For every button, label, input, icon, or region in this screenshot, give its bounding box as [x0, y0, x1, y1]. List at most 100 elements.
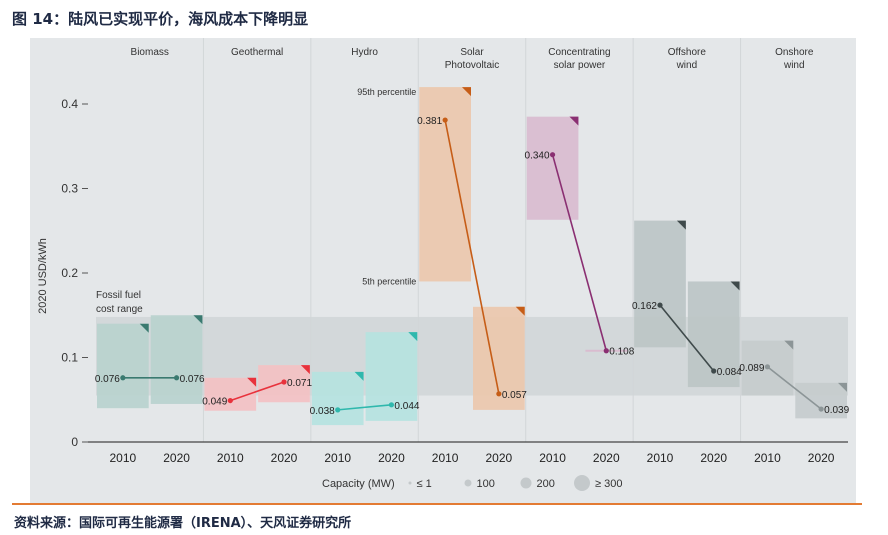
point-2020: [281, 379, 287, 385]
range-box-2020: [150, 315, 203, 404]
point-2020: [388, 402, 395, 408]
x-year-label: 2010: [647, 451, 674, 465]
x-year-label: 2020: [271, 451, 298, 465]
capacity-marker: [354, 371, 364, 381]
y-axis-label: 2020 USD/kWh: [37, 238, 49, 314]
value-label-2020: 0.071: [287, 378, 312, 389]
legend-marker: [574, 475, 590, 491]
capacity-marker: [515, 306, 525, 316]
fossil-label-line2: cost range: [96, 304, 143, 315]
p5-label: 5th percentile: [362, 276, 416, 286]
category-title-line2: wind: [676, 60, 698, 71]
category-title: Hydro: [351, 47, 378, 58]
trend-line: [337, 404, 392, 411]
figure-title: 图 14：陆风已实现平价，海风成本下降明显: [12, 10, 309, 28]
range-box-2010: [311, 371, 364, 426]
value-label-2020: 0.044: [394, 401, 419, 412]
y-tick-label: 0.1: [61, 351, 78, 365]
value-label-2010: 0.049: [202, 397, 227, 408]
trend-line: [230, 381, 285, 402]
x-year-label: 2020: [163, 451, 190, 465]
category-title: Geothermal: [231, 47, 283, 58]
capacity-marker: [676, 220, 686, 230]
value-label-2010: 0.089: [739, 363, 764, 374]
x-year-label: 2020: [700, 451, 727, 465]
point-2020: [818, 406, 824, 412]
range-box-2020: [795, 382, 847, 419]
x-year-label: 2010: [754, 451, 781, 465]
legend-marker: [408, 481, 412, 485]
category-title-line2: wind: [783, 60, 805, 71]
capacity-marker: [838, 382, 847, 392]
range-box-2010: [526, 116, 579, 220]
category-title: Solar: [460, 47, 484, 58]
capacity-marker: [247, 377, 257, 387]
trend-line: [659, 304, 715, 372]
point-2020: [603, 348, 609, 354]
y-tick-label: 0.2: [61, 266, 78, 280]
legend-item-label: 200: [537, 478, 555, 490]
point-2010: [549, 152, 556, 158]
capacity-marker: [784, 340, 794, 350]
capacity-marker: [569, 116, 579, 126]
point-2020: [173, 375, 180, 381]
x-year-label: 2010: [539, 451, 566, 465]
trend-line: [766, 366, 822, 410]
value-label-2020: 0.057: [502, 390, 527, 401]
category-title: Onshore: [775, 47, 814, 58]
x-year-label: 2010: [217, 451, 244, 465]
legend-marker: [520, 477, 532, 489]
x-year-label: 2010: [110, 451, 137, 465]
capacity-marker: [300, 365, 310, 375]
value-label-2010: 0.038: [310, 406, 335, 417]
category-title: Biomass: [131, 47, 169, 58]
fossil-label-line1: Fossil fuel: [96, 290, 141, 301]
value-label-2010: 0.076: [95, 374, 120, 385]
value-label-2010: 0.340: [525, 151, 550, 162]
legend-item-label: 100: [477, 478, 495, 490]
category-title-line2: solar power: [554, 60, 606, 71]
x-year-label: 2010: [324, 451, 351, 465]
legend-item-label: ≤ 1: [417, 478, 432, 490]
value-label-2010: 0.162: [632, 301, 657, 312]
legend-title: Capacity (MW): [322, 478, 395, 490]
capacity-marker: [193, 315, 203, 325]
value-label-2020: 0.039: [824, 405, 849, 416]
capacity-marker: [408, 332, 418, 342]
value-label-2020: 0.108: [609, 347, 634, 358]
source-divider: [12, 503, 862, 505]
point-2010: [764, 364, 771, 370]
point-2020: [496, 391, 502, 397]
value-label-2020: 0.076: [180, 374, 205, 385]
category-title: Concentrating: [548, 47, 610, 58]
source-note: 资料来源：国际可再生能源署（IRENA）、天风证券研究所: [14, 516, 352, 531]
point-2010: [442, 117, 448, 123]
trend-line: [551, 154, 608, 351]
legend-marker: [464, 479, 472, 487]
capacity-marker: [462, 87, 471, 97]
legend-item-label: ≥ 300: [595, 478, 622, 490]
point-2010: [335, 407, 341, 413]
x-year-label: 2020: [486, 451, 513, 465]
y-tick-label: 0.4: [61, 97, 78, 111]
x-year-label: 2020: [593, 451, 620, 465]
value-label-2020: 0.084: [717, 367, 742, 378]
capacity-marker: [139, 323, 149, 333]
point-2010: [120, 375, 126, 381]
trend-line: [444, 119, 500, 394]
point-2010: [657, 302, 663, 308]
range-box-2010: [97, 323, 149, 409]
category-title-line2: Photovoltaic: [445, 60, 499, 71]
y-tick-label: 0.3: [61, 182, 78, 196]
point-2010: [227, 397, 233, 404]
y-tick-label: 0: [71, 435, 78, 449]
chart-panel: Fossil fuel cost range 0 0.1 0.2 0.3 0.4 2020 U…: [30, 38, 856, 503]
value-label-2010: 0.381: [417, 116, 442, 127]
x-year-label: 2010: [432, 451, 459, 465]
x-year-label: 2020: [808, 451, 835, 465]
lcoe-chart: Fossil fuel cost range 0 0.1 0.2 0.3 0.4 2020 U…: [37, 38, 850, 491]
x-year-label: 2020: [378, 451, 405, 465]
p95-label: 95th percentile: [357, 87, 416, 97]
category-title: Offshore: [668, 47, 707, 58]
capacity-marker: [730, 281, 740, 291]
